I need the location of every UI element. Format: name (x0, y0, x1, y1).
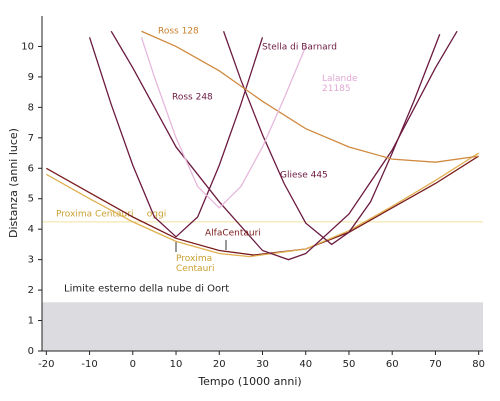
x-tick-label: 30 (256, 359, 269, 370)
y-axis-label: Distanza (anni luce) (7, 128, 20, 238)
series-label: Lalande 21185 (322, 74, 358, 94)
y-tick-label: 6 (28, 163, 34, 174)
series-label: Ross 248 (172, 93, 213, 103)
y-tick-label: 9 (28, 72, 34, 83)
y-tick-label: 1 (28, 316, 34, 327)
y-tick-label: 3 (28, 255, 34, 266)
series-line (141, 30, 479, 163)
series-line (140, 37, 307, 209)
x-tick-label: 10 (170, 359, 183, 370)
x-tick-label: 70 (429, 359, 442, 370)
band-label: Limite esterno della nube di Oort (64, 283, 229, 294)
x-tick-label: -20 (38, 359, 54, 370)
x-axis-label: Tempo (1000 anni) (197, 375, 301, 388)
series-line (46, 152, 480, 258)
y-tick-label: 2 (28, 285, 34, 296)
y-tick-label: 8 (28, 102, 34, 113)
series-label: Stella di Barnard (262, 43, 337, 53)
annotation: oggi (147, 209, 166, 219)
x-tick-label: 60 (386, 359, 399, 370)
series-line (46, 155, 480, 256)
series-label: AlfaCentauri (205, 229, 261, 239)
curves (46, 30, 480, 261)
x-tick-label: 50 (343, 359, 356, 370)
reference-label: Proxima Centauri (56, 209, 133, 219)
x-tick-label: 80 (472, 359, 485, 370)
y-tick-label: 0 (28, 346, 34, 357)
y-tick-label: 7 (28, 133, 34, 144)
y-tick-label: 10 (21, 41, 34, 52)
series-line (110, 30, 458, 261)
series-label: Ross 128 (158, 27, 199, 37)
series-label: Proxima Centauri (176, 254, 214, 274)
oort-band (42, 302, 483, 351)
x-tick-label: 0 (130, 359, 136, 370)
x-tick-label: 20 (213, 359, 226, 370)
x-tick-label: 40 (299, 359, 312, 370)
y-tick-label: 4 (28, 224, 34, 235)
y-tick-label: 5 (28, 194, 34, 205)
series-label: Gliese 445 (280, 171, 328, 181)
series-line (88, 37, 264, 238)
series-line (222, 31, 441, 246)
x-tick-label: -10 (81, 359, 97, 370)
